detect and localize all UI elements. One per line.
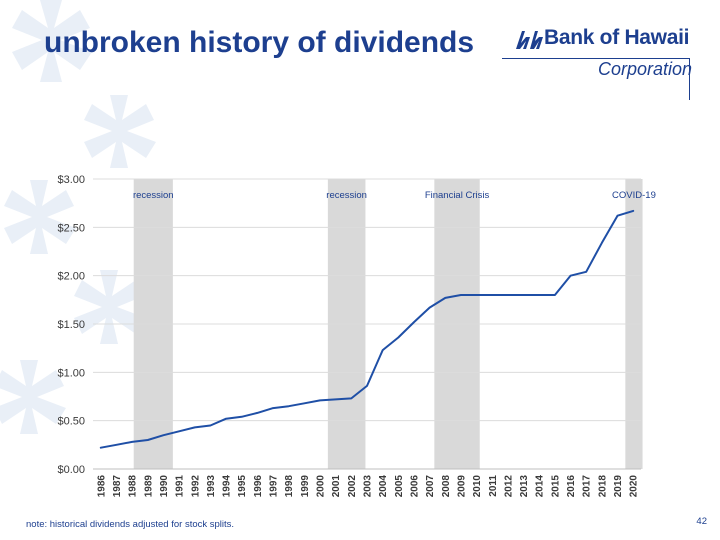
logo-rule bbox=[502, 58, 690, 59]
data-point-2014 bbox=[538, 294, 540, 296]
data-point-1993 bbox=[209, 425, 211, 427]
x-tick-label-2015: 2015 bbox=[550, 475, 561, 498]
data-point-1988 bbox=[131, 441, 133, 443]
data-point-1992 bbox=[194, 426, 196, 428]
logo-subtitle: Corporation bbox=[598, 59, 693, 79]
x-tick-label-2009: 2009 bbox=[456, 475, 467, 498]
x-tick-label-1998: 1998 bbox=[284, 475, 295, 498]
data-point-1991 bbox=[178, 430, 180, 432]
data-point-2020 bbox=[632, 210, 634, 212]
data-point-1995 bbox=[241, 416, 243, 418]
footnote: note: historical dividends adjusted for … bbox=[26, 519, 235, 530]
x-tick-label-1986: 1986 bbox=[96, 475, 107, 498]
data-point-2019 bbox=[617, 215, 619, 217]
band-label-2: Financial Crisis bbox=[425, 190, 490, 201]
x-tick-label-2008: 2008 bbox=[441, 475, 452, 498]
data-point-2004 bbox=[382, 349, 384, 351]
data-point-1990 bbox=[162, 434, 164, 436]
x-tick-label-2016: 2016 bbox=[566, 475, 577, 498]
data-point-1987 bbox=[115, 444, 117, 446]
data-point-2008 bbox=[444, 297, 446, 299]
data-point-2009 bbox=[460, 294, 462, 296]
bank-logo-icon bbox=[516, 31, 543, 49]
x-tick-label-1994: 1994 bbox=[222, 475, 233, 498]
data-point-2018 bbox=[601, 242, 603, 244]
data-point-2001 bbox=[335, 398, 337, 400]
data-point-2006 bbox=[413, 321, 415, 323]
x-tick-label-2000: 2000 bbox=[316, 475, 327, 498]
x-tick-label-1992: 1992 bbox=[190, 475, 201, 498]
x-tick-label-2007: 2007 bbox=[425, 475, 436, 498]
x-tick-label-1993: 1993 bbox=[206, 475, 217, 498]
page-number: 42 bbox=[696, 516, 707, 527]
y-tick-label-4: $2.00 bbox=[57, 271, 85, 283]
y-tick-label-0: $0.00 bbox=[57, 464, 85, 476]
data-point-2015 bbox=[554, 294, 556, 296]
data-point-1994 bbox=[225, 418, 227, 420]
data-point-1996 bbox=[256, 412, 258, 414]
x-tick-label-1995: 1995 bbox=[237, 475, 248, 498]
x-tick-label-2005: 2005 bbox=[394, 475, 405, 498]
band-label-1: recession bbox=[326, 190, 367, 201]
data-point-2007 bbox=[429, 307, 431, 309]
data-point-2017 bbox=[585, 271, 587, 273]
x-tick-label-2003: 2003 bbox=[363, 475, 374, 498]
data-point-1997 bbox=[272, 407, 274, 409]
x-tick-label-1997: 1997 bbox=[269, 475, 280, 498]
data-point-2011 bbox=[491, 294, 493, 296]
x-tick-label-1991: 1991 bbox=[175, 475, 186, 498]
y-tick-label-6: $3.00 bbox=[57, 174, 85, 186]
x-tick-label-2020: 2020 bbox=[629, 475, 640, 498]
data-point-1989 bbox=[147, 439, 149, 441]
x-tick-label-1996: 1996 bbox=[253, 475, 264, 498]
y-tick-label-1: $0.50 bbox=[57, 416, 85, 428]
logo-name: Bank of Hawaii bbox=[544, 26, 690, 49]
data-point-2012 bbox=[507, 294, 509, 296]
x-tick-label-1990: 1990 bbox=[159, 475, 170, 498]
dividend-series-line bbox=[99, 209, 635, 449]
band-label-3: COVID-19 bbox=[612, 190, 656, 201]
x-tick-label-2001: 2001 bbox=[331, 475, 342, 498]
x-tick-label-1988: 1988 bbox=[128, 475, 139, 498]
x-tick-label-2004: 2004 bbox=[378, 475, 389, 498]
y-tick-label-2: $1.00 bbox=[57, 367, 85, 379]
data-point-2003 bbox=[366, 385, 368, 387]
y-tick-label-3: $1.50 bbox=[57, 319, 85, 331]
data-point-2010 bbox=[476, 294, 478, 296]
logo-rule-vertical bbox=[689, 58, 690, 100]
x-tick-label-1999: 1999 bbox=[300, 475, 311, 498]
x-tick-label-2018: 2018 bbox=[597, 475, 608, 498]
y-tick-label-5: $2.50 bbox=[57, 222, 85, 234]
x-tick-label-1987: 1987 bbox=[112, 475, 123, 498]
x-tick-label-2006: 2006 bbox=[409, 475, 420, 498]
x-tick-label-2014: 2014 bbox=[535, 475, 546, 498]
data-point-1986 bbox=[100, 447, 102, 449]
band-label-0: recession bbox=[133, 190, 174, 201]
x-tick-label-2010: 2010 bbox=[472, 475, 483, 498]
slide-title: unbroken history of dividends bbox=[44, 26, 475, 59]
data-point-1998 bbox=[288, 405, 290, 407]
data-point-1999 bbox=[303, 402, 305, 404]
data-point-2005 bbox=[397, 337, 399, 339]
x-tick-label-2013: 2013 bbox=[519, 475, 530, 498]
x-tick-label-2019: 2019 bbox=[613, 475, 624, 498]
x-tick-label-2017: 2017 bbox=[582, 475, 593, 498]
x-tick-label-1989: 1989 bbox=[143, 475, 154, 498]
data-point-2000 bbox=[319, 399, 321, 401]
data-point-2002 bbox=[350, 397, 352, 399]
bank-logo: Bank of Hawaii Corporation bbox=[500, 22, 700, 104]
x-tick-label-2012: 2012 bbox=[503, 475, 514, 498]
x-tick-label-2011: 2011 bbox=[488, 475, 499, 497]
data-point-2013 bbox=[523, 294, 525, 296]
x-tick-label-2002: 2002 bbox=[347, 475, 358, 498]
data-point-2016 bbox=[570, 275, 572, 277]
